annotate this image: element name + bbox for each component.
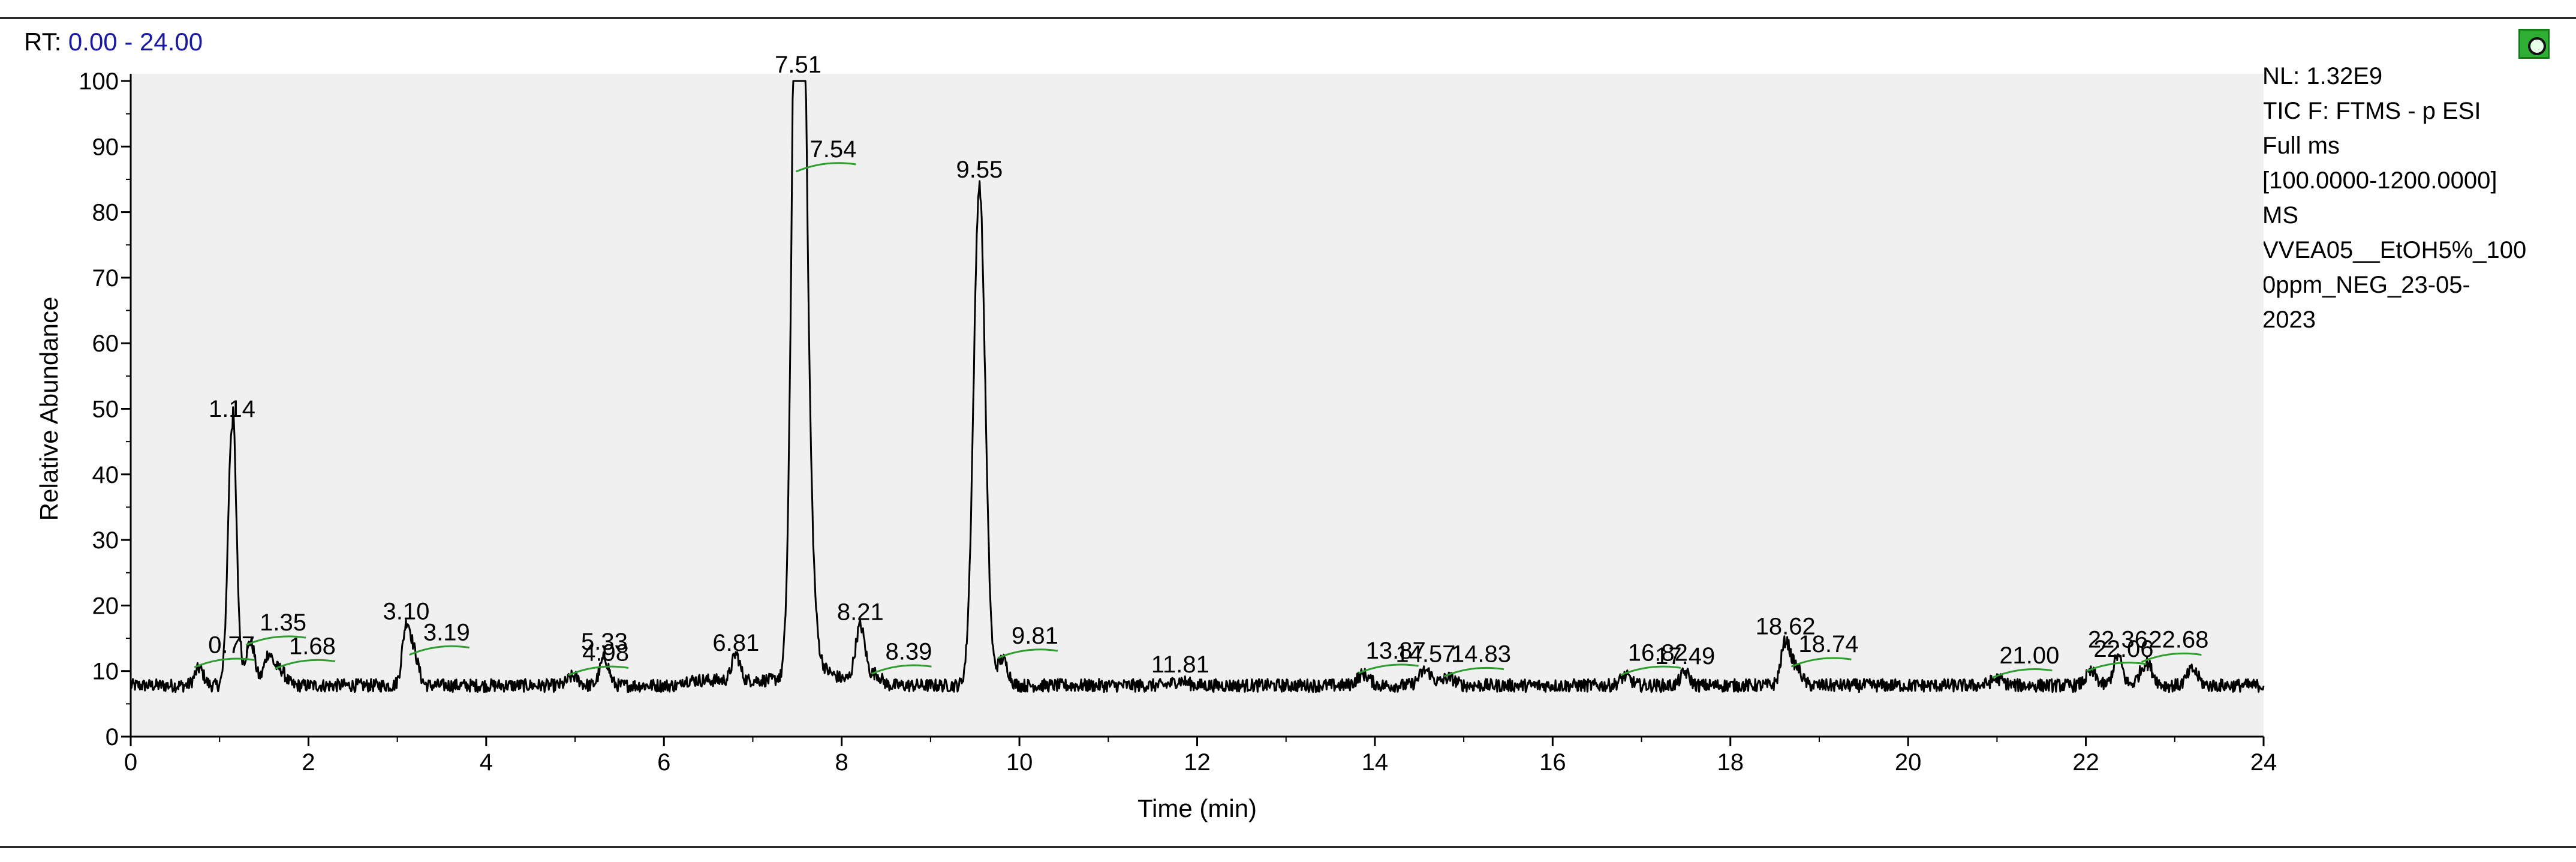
x-tick-label: 24 [2250, 749, 2277, 776]
peak-marker [409, 645, 470, 656]
peak-label: 9.81 [1012, 623, 1058, 649]
peak-label: 3.19 [423, 620, 470, 646]
peak-label: 1.35 [260, 609, 306, 636]
peak-label: 22.36 [2088, 627, 2148, 653]
peak-label: 16.82 [1628, 639, 1688, 666]
peak-label: 8.39 [886, 638, 932, 665]
x-tick-label: 20 [1895, 749, 1922, 776]
peak-label: 6.81 [712, 630, 759, 656]
x-tick-label: 4 [480, 749, 493, 776]
peak-label: 17.49 [1655, 643, 1715, 669]
peak-marker [795, 162, 856, 173]
peak-marker [194, 657, 255, 668]
peak-marker [871, 664, 932, 675]
y-tick-label: 60 [92, 331, 119, 357]
x-tick-label: 12 [1184, 749, 1211, 776]
peak-label: 1.14 [209, 396, 255, 422]
y-tick-label: 50 [92, 397, 119, 423]
peak-marker [997, 648, 1058, 659]
peak-label: 7.51 [775, 52, 821, 78]
y-tick-label: 40 [92, 462, 119, 488]
y-tick-label: 20 [92, 593, 119, 619]
rt-range-value: 0.00 - 24.00 [68, 28, 203, 56]
peak-label: 22.68 [2148, 627, 2208, 653]
info-line: 2023 [2262, 307, 2316, 333]
peak-marker [245, 635, 306, 646]
peak-label: 9.55 [956, 157, 1003, 183]
pin-icon[interactable] [2518, 29, 2550, 59]
y-tick-label: 0 [106, 724, 119, 750]
y-tick-label: 100 [79, 68, 119, 95]
peak-label: 5.33 [581, 629, 628, 655]
peak-label: 7.54 [810, 136, 857, 163]
y-tick-label: 10 [92, 659, 119, 685]
rt-range-header: RT: 0.00 - 24.00 [24, 28, 203, 56]
peak-marker [2086, 662, 2147, 672]
x-tick-label: 22 [2072, 749, 2099, 776]
y-tick-label: 90 [92, 134, 119, 160]
peak-marker [1790, 657, 1852, 668]
tic-trace-line [130, 80, 2265, 693]
info-line: VVEA05__EtOH5%_100 [2262, 237, 2527, 263]
peak-label: 1.68 [289, 633, 336, 660]
info-line: Full ms [2262, 133, 2340, 159]
peak-label: 13.87 [1366, 638, 1426, 664]
peak-label: 18.62 [1756, 614, 1816, 640]
x-tick-label: 8 [835, 749, 848, 776]
peak-label: 21.00 [1999, 642, 2059, 669]
peak-marker [1358, 663, 1419, 674]
peak-label: 4.98 [582, 639, 629, 666]
peak-marker [1991, 668, 2053, 679]
x-tick-label: 16 [1539, 749, 1566, 776]
plot-area [131, 74, 2264, 737]
x-tick-label: 18 [1717, 749, 1744, 776]
y-axis-label: Relative Abundance [35, 297, 63, 521]
peak-marker [1443, 666, 1504, 678]
info-line: [100.0000-1200.0000] [2262, 167, 2497, 194]
peak-label: 14.57 [1395, 641, 1455, 668]
peak-marker [1620, 665, 1681, 676]
peak-marker [2141, 652, 2202, 663]
x-tick-label: 2 [302, 749, 315, 776]
peak-label: 3.10 [383, 599, 430, 625]
peak-label: 22.06 [2093, 636, 2153, 662]
x-tick-label: 10 [1006, 749, 1033, 776]
peak-label: 8.21 [837, 599, 884, 626]
x-tick-label: 6 [657, 749, 670, 776]
x-axis-label: Time (min) [1137, 794, 1257, 822]
peak-label: 11.81 [1151, 651, 1209, 678]
info-line: NL: 1.32E9 [2262, 63, 2383, 89]
peak-marker [568, 665, 629, 676]
y-tick-label: 30 [92, 527, 119, 554]
y-tick-label: 70 [92, 265, 119, 292]
peak-label: 14.83 [1451, 641, 1511, 668]
rt-prefix: RT: [24, 28, 62, 56]
scan-info-panel: NL: 1.32E9 TIC F: FTMS - p ESI Full ms [… [2262, 59, 2568, 337]
x-tick-label: 0 [124, 749, 137, 776]
y-tick-label: 80 [92, 200, 119, 226]
info-line: MS [2262, 202, 2298, 229]
peak-marker [275, 659, 336, 669]
peak-label: 18.74 [1798, 631, 1858, 657]
x-tick-label: 14 [1362, 749, 1389, 776]
info-line: 0ppm_NEG_23-05- [2262, 272, 2470, 298]
info-line: TIC F: FTMS - p ESI [2262, 98, 2481, 124]
